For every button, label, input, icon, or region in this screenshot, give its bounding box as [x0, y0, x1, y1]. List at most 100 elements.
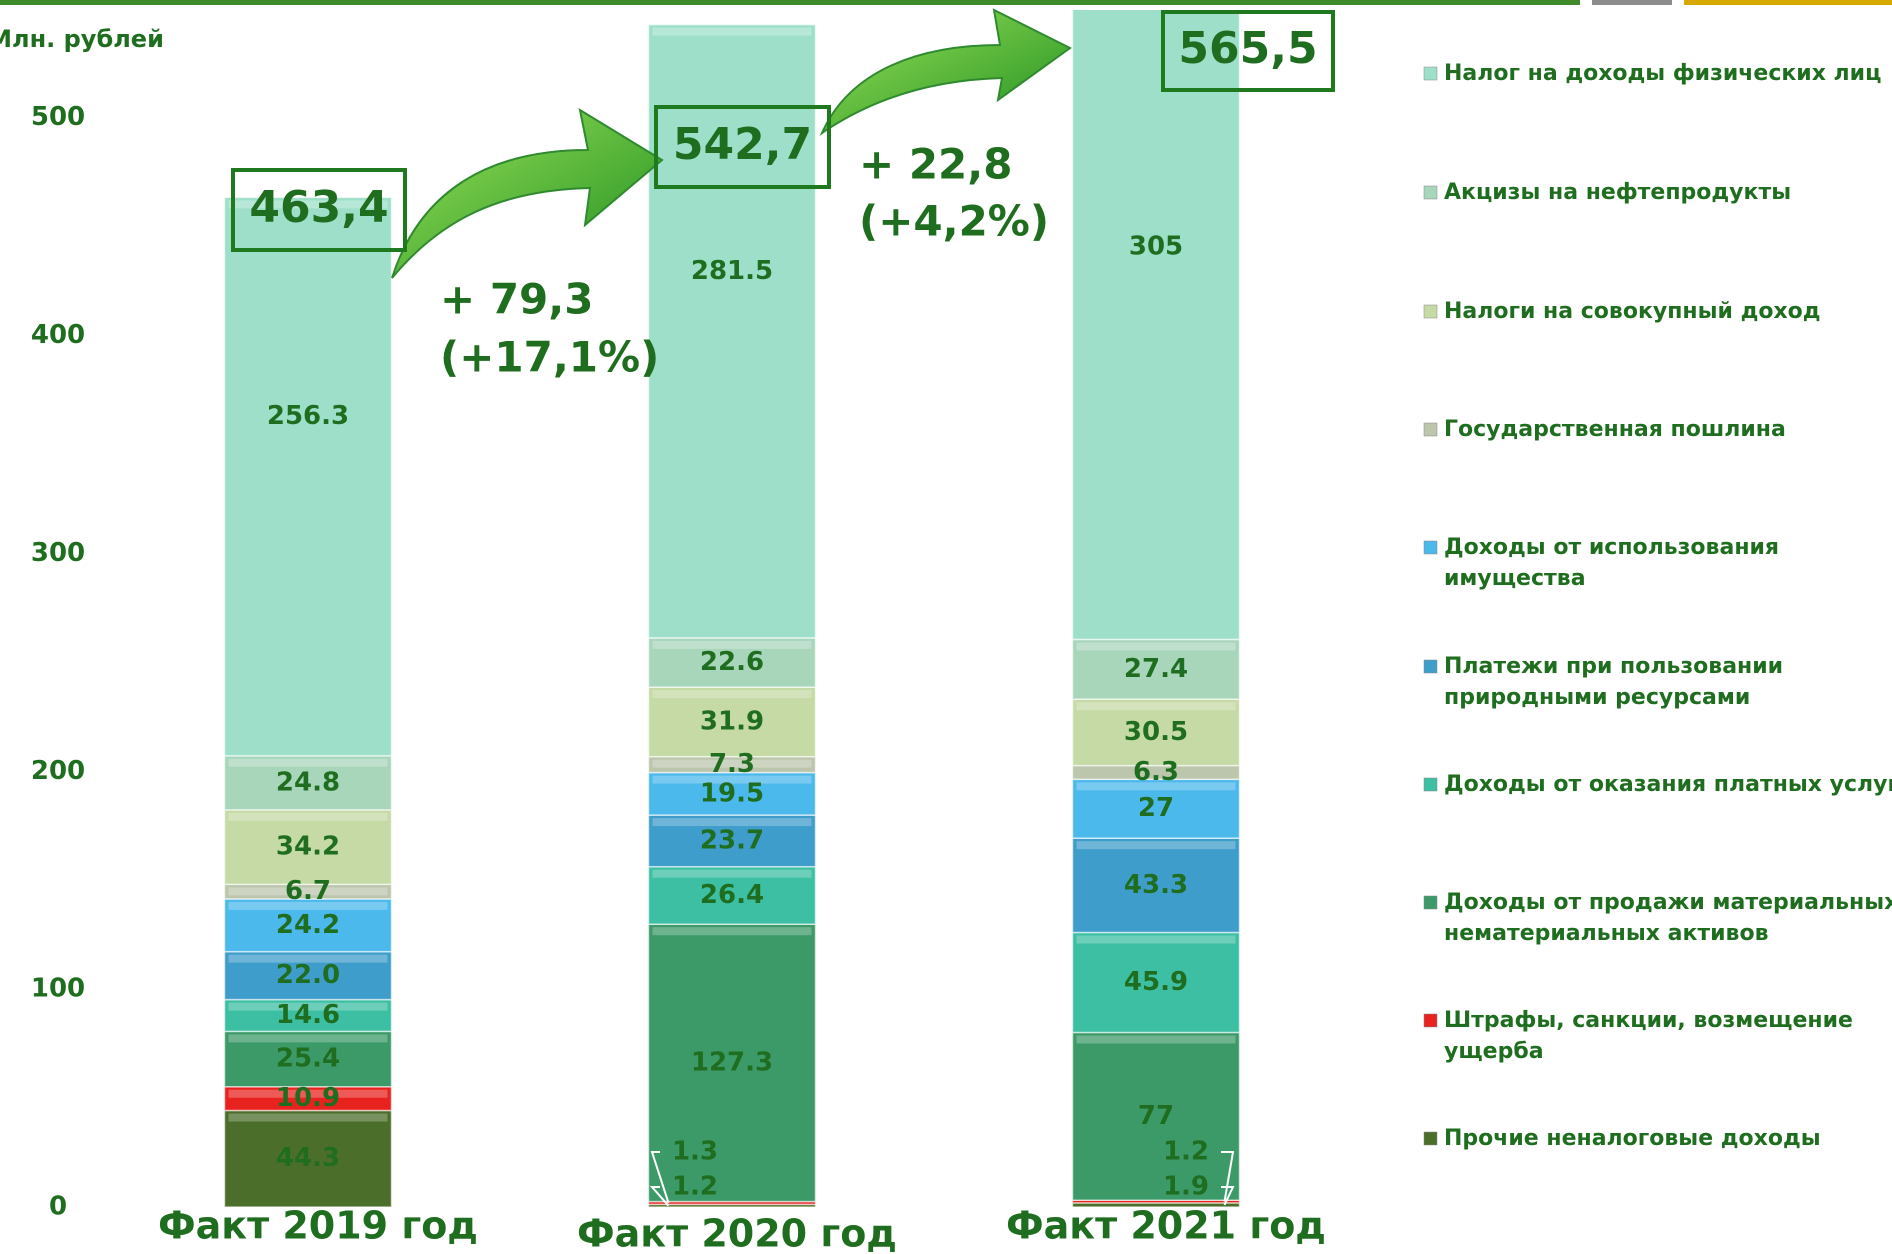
bar-highlight — [1076, 1035, 1236, 1044]
y-tick-label: 100 — [31, 974, 85, 1004]
top-rule — [1592, 0, 1672, 5]
bar-segment — [647, 923, 817, 1203]
arrow — [819, 8, 1072, 136]
data-label: 25.4 — [276, 1044, 340, 1074]
x-tick-label: Факт 2019 год — [158, 1204, 478, 1248]
bar-segment — [1071, 931, 1241, 1034]
legend-swatch — [1423, 185, 1438, 200]
bar-highlight — [228, 901, 388, 910]
bar-highlight — [652, 869, 812, 878]
legend-label: Платежи при пользовании природными ресурс… — [1444, 654, 1783, 710]
legend-swatch — [1423, 540, 1438, 555]
data-label: 127.3 — [691, 1047, 773, 1077]
legend-swatch — [1423, 1013, 1438, 1028]
bar-segment — [1071, 837, 1241, 934]
bar-highlight — [228, 887, 388, 896]
legend-swatch — [1423, 777, 1438, 792]
legend-swatch — [1423, 1131, 1438, 1146]
legend-swatch — [1423, 304, 1438, 319]
data-label: 22.0 — [276, 960, 340, 990]
y-tick-label: 200 — [31, 756, 85, 786]
top-rule — [1684, 0, 1892, 5]
legend-label: Штрафы, санкции, возмещение ущерба — [1444, 1008, 1853, 1064]
bar-highlight — [652, 27, 812, 36]
bar-highlight — [652, 775, 812, 784]
total-label: 565,5 — [1178, 23, 1317, 74]
leader-line — [1221, 1186, 1235, 1206]
data-label: 6.7 — [285, 876, 331, 906]
bar-highlight — [1076, 841, 1236, 850]
legend-label: Акцизы на нефтепродукты — [1444, 180, 1791, 205]
data-label: 1.3 — [672, 1137, 718, 1167]
data-label: 27.4 — [1124, 654, 1188, 684]
bar-segment — [223, 196, 393, 757]
bar-highlight — [228, 812, 388, 821]
bar-segment — [647, 23, 817, 639]
bar-highlight — [652, 818, 812, 827]
data-label: 43.3 — [1124, 870, 1188, 900]
total-box — [231, 168, 407, 252]
bar-segment — [223, 755, 393, 811]
legend-swatch — [1423, 422, 1438, 437]
data-label: 45.9 — [1124, 967, 1188, 997]
leader-line — [1221, 1151, 1235, 1202]
data-label: 7.3 — [709, 749, 755, 779]
bar-highlight — [228, 1089, 388, 1098]
data-label: 77 — [1138, 1101, 1174, 1131]
data-label: 31.9 — [700, 706, 764, 736]
bar-highlight — [1076, 702, 1236, 711]
y-tick-label: 300 — [31, 538, 85, 568]
legend-swatch — [1423, 895, 1438, 910]
bar-segment — [223, 1030, 393, 1088]
data-label: 22.6 — [700, 647, 764, 677]
y-axis-title: Млн. рублей — [0, 25, 164, 53]
bar-segment — [223, 950, 393, 1001]
bar-highlight — [652, 759, 812, 768]
bar-segment — [647, 865, 817, 925]
x-tick-label: Факт 2021 год — [1006, 1204, 1326, 1248]
legend-label: Доходы от использования имущества — [1444, 535, 1779, 591]
legend-label: Налоги на совокупный доход — [1444, 299, 1821, 324]
total-label: 463,4 — [249, 182, 388, 233]
change-label: (+17,1%) — [440, 333, 659, 382]
data-label: 23.7 — [700, 825, 764, 855]
x-tick-label: Факт 2020 год — [577, 1212, 897, 1254]
data-label: 44.3 — [276, 1143, 340, 1173]
bar-highlight — [228, 1002, 388, 1011]
bar-highlight — [652, 690, 812, 699]
data-label: 19.5 — [700, 778, 764, 808]
bar-segment — [1071, 638, 1241, 700]
data-label: 281.5 — [691, 256, 773, 286]
legend-label: Доходы от продажи материальных и нематери… — [1444, 890, 1892, 946]
y-tick-label: 0 — [49, 1192, 67, 1222]
arrows — [391, 8, 1072, 279]
arrow — [391, 107, 664, 279]
bar-highlight — [652, 640, 812, 649]
bar-segment — [647, 686, 817, 758]
legend-swatch — [1423, 659, 1438, 674]
data-label: 14.6 — [276, 1000, 340, 1030]
bars — [223, 10, 1241, 1208]
data-label: 1.2 — [1163, 1137, 1209, 1167]
data-label: 30.5 — [1124, 717, 1188, 747]
bar-segment — [223, 809, 393, 886]
change-label: + 22,8 — [859, 140, 1012, 189]
legend-label: Прочие неналоговые доходы — [1444, 1126, 1821, 1151]
top-rule — [0, 0, 1580, 5]
bar-segment — [1071, 698, 1241, 767]
legend-label: Доходы от оказания платных услуг — [1444, 772, 1892, 797]
y-tick-label: 500 — [31, 102, 85, 132]
total-box — [654, 105, 831, 189]
data-label: 10.9 — [276, 1083, 340, 1113]
bar-segment — [647, 771, 817, 816]
bar-highlight — [652, 927, 812, 936]
bar-highlight — [1076, 782, 1236, 791]
data-label: 256.3 — [267, 401, 349, 431]
legend-label: Государственная пошлина — [1444, 417, 1786, 442]
bar-highlight — [228, 1034, 388, 1043]
bar-highlight — [228, 200, 388, 209]
data-label: 1.9 — [1163, 1172, 1209, 1202]
total-label: 542,7 — [673, 119, 812, 170]
data-label: 26.4 — [700, 880, 764, 910]
